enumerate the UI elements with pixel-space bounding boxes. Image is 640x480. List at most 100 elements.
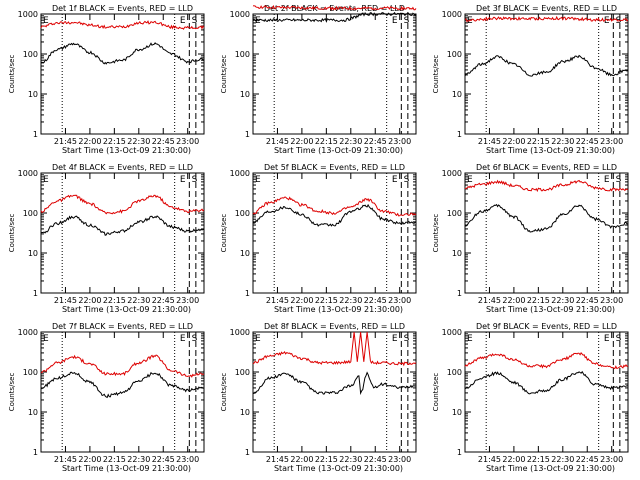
series-line-black <box>252 11 417 23</box>
x-tick-label: 21:45 <box>266 137 289 146</box>
x-axis-label: Start Time (13-Oct-09 21:30:00) <box>486 305 615 314</box>
plot-frame <box>252 331 417 453</box>
s-marker-label: S <box>404 16 410 26</box>
s-marker-label: S <box>192 16 198 26</box>
e-marker-label: E <box>392 175 398 185</box>
panel-1: Det 1f BLACK = Events, RED = LLD 1 10 100 10… <box>8 4 205 155</box>
x-axis-label: Start Time (13-Oct-09 21:30:00) <box>274 305 403 314</box>
x-tick-label: 22:00 <box>290 137 313 146</box>
x-tick-label: 22:30 <box>127 296 150 305</box>
y-tick-label: 100 <box>23 50 38 59</box>
x-tick-label: 22:15 <box>315 455 338 464</box>
series-line-black <box>40 371 205 399</box>
x-tick-label: 22:45 <box>152 137 175 146</box>
x-tick-label: 21:45 <box>478 137 501 146</box>
plot-frame <box>252 172 417 294</box>
y-tick-label: 10 <box>28 249 38 258</box>
s-marker-label: S <box>192 175 198 185</box>
x-tick-label: 22:45 <box>576 296 599 305</box>
x-tick-label: 22:15 <box>527 296 550 305</box>
y-axis-label: Counts/sec <box>8 55 16 94</box>
y-tick-label: 1000 <box>442 328 462 337</box>
y-tick-label: 10 <box>452 90 462 99</box>
y-tick-label: 1 <box>33 130 38 139</box>
y-tick-label: 10 <box>240 249 250 258</box>
series-line-red <box>464 352 629 370</box>
x-axis-label: Start Time (13-Oct-09 21:30:00) <box>274 464 403 473</box>
x-tick-label: 22:45 <box>364 137 387 146</box>
x-tick-label: 23:00 <box>600 455 623 464</box>
series-line-red <box>40 354 205 378</box>
x-tick-label: 22:45 <box>364 455 387 464</box>
x-tick-label: 23:00 <box>388 296 411 305</box>
series-line-black <box>464 203 629 233</box>
series-line-black <box>464 54 629 77</box>
s-marker-label: S <box>404 334 410 344</box>
e-marker-label: E <box>467 334 473 344</box>
panel-2: Det 2f BLACK = Events, RED = LLD11010010… <box>220 4 417 155</box>
y-tick-label: 1000 <box>18 10 38 19</box>
panel-9: Det 9f BLACK = Events, RED = LLD 1 10 100 10… <box>432 322 629 473</box>
x-axis-label: Start Time (13-Oct-09 21:30:00) <box>62 464 191 473</box>
plot-frame <box>40 331 205 453</box>
e-marker-label: E <box>604 334 610 344</box>
panel-title: Det 8f BLACK = Events, RED = LLD <box>264 322 405 331</box>
y-tick-label: 1 <box>457 448 462 457</box>
x-tick-label: 21:45 <box>266 455 289 464</box>
x-tick-label: 22:15 <box>315 296 338 305</box>
panel-title: Det 6f BLACK = Events, RED = LLD <box>476 163 617 172</box>
s-marker-label: S <box>616 334 622 344</box>
x-tick-label: 22:45 <box>576 455 599 464</box>
y-axis-label: Counts/sec <box>220 373 228 412</box>
y-tick-label: 100 <box>447 50 462 59</box>
series-line-red <box>464 15 629 23</box>
series-line-black <box>40 42 205 65</box>
y-tick-label: 1000 <box>18 169 38 178</box>
y-tick-label: 1 <box>457 130 462 139</box>
x-tick-label: 22:00 <box>290 455 313 464</box>
y-axis-label: Counts/sec <box>432 214 440 253</box>
y-tick-label: 10 <box>240 408 250 417</box>
e-marker-label: E <box>604 16 610 26</box>
x-tick-label: 22:30 <box>339 296 362 305</box>
x-tick-label: 22:30 <box>127 455 150 464</box>
x-axis-label: Start Time (13-Oct-09 21:30:00) <box>274 146 403 155</box>
x-tick-label: 22:00 <box>290 296 313 305</box>
x-tick-label: 21:45 <box>478 455 501 464</box>
plot-frame <box>464 13 629 135</box>
y-tick-label: 1000 <box>230 169 250 178</box>
e-marker-label: E <box>467 16 473 26</box>
x-tick-label: 23:00 <box>600 137 623 146</box>
x-tick-label: 22:30 <box>551 137 574 146</box>
plot-frame <box>464 172 629 294</box>
y-axis-label: Counts/sec <box>8 214 16 253</box>
e-marker-label: E <box>43 334 49 344</box>
y-tick-label: 10 <box>452 249 462 258</box>
y-tick-label: 100 <box>23 209 38 218</box>
x-tick-label: 22:45 <box>576 137 599 146</box>
x-axis-label: Start Time (13-Oct-09 21:30:00) <box>62 305 191 314</box>
e-marker-label: E <box>255 334 261 344</box>
e-marker-label: E <box>43 175 49 185</box>
x-tick-label: 23:00 <box>176 296 199 305</box>
s-marker-label: S <box>616 175 622 185</box>
x-tick-label: 22:30 <box>339 137 362 146</box>
x-tick-label: 22:45 <box>152 296 175 305</box>
plot-frame <box>40 172 205 294</box>
e-marker-label: E <box>180 16 186 26</box>
panel-6: Det 6f BLACK = Events, RED = LLD 1 10 100 10… <box>432 163 629 314</box>
panel-5: Det 5f BLACK = Events, RED = LLD 1 10 100 10… <box>220 163 417 314</box>
y-tick-label: 10 <box>28 408 38 417</box>
y-tick-label: 100 <box>235 368 250 377</box>
y-axis-label: Counts/sec <box>8 373 16 412</box>
x-tick-label: 22:45 <box>152 455 175 464</box>
y-tick-label: 1000 <box>442 169 462 178</box>
series-line-black <box>464 370 629 395</box>
x-tick-label: 22:30 <box>339 455 362 464</box>
x-tick-label: 22:15 <box>103 455 126 464</box>
y-tick-label: 1 <box>33 448 38 457</box>
plot-frame <box>464 331 629 453</box>
e-marker-label: E <box>255 175 261 185</box>
e-marker-label: E <box>392 16 398 26</box>
